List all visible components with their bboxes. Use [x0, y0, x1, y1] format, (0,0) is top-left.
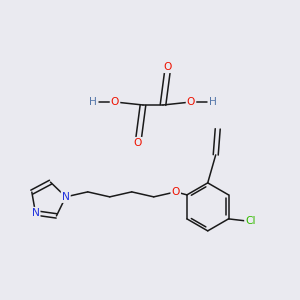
Text: N: N	[62, 192, 70, 202]
Text: Cl: Cl	[245, 216, 256, 226]
Text: O: O	[134, 138, 142, 148]
Text: N: N	[32, 208, 39, 218]
Text: O: O	[187, 97, 195, 107]
Text: O: O	[172, 187, 180, 197]
Text: O: O	[111, 97, 119, 107]
Text: H: H	[89, 97, 97, 107]
Text: O: O	[164, 62, 172, 72]
Text: H: H	[209, 97, 217, 107]
